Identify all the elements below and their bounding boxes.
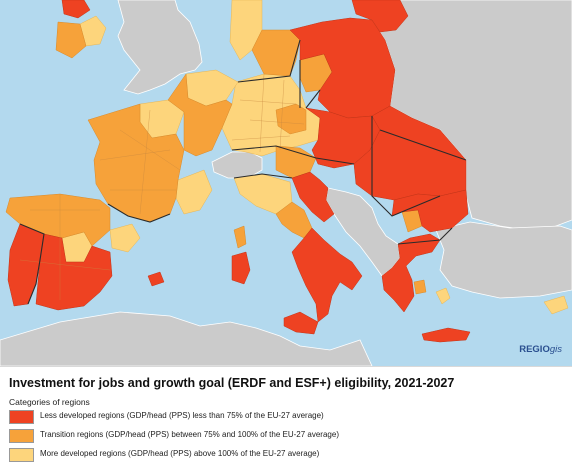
country-border <box>231 145 355 165</box>
region-spain-islands <box>147 271 165 287</box>
legend-swatch-less-developed <box>9 410 34 424</box>
region-spain-north <box>5 193 111 247</box>
region-corsica-sardinia <box>233 225 247 249</box>
legend-swatch-transition <box>9 429 34 443</box>
region-greece <box>381 233 441 313</box>
region-baltics <box>351 0 409 33</box>
regional-boundaries <box>19 73 305 300</box>
region-sicily <box>283 311 319 335</box>
credit-brand: REGIO <box>519 344 550 355</box>
region-central-europe-core <box>221 73 321 157</box>
legend-item-less-developed: Less developed regions (GDP/head (PPS) l… <box>9 410 569 424</box>
legend-label-transition: Transition regions (GDP/head (PPS) betwe… <box>40 430 339 439</box>
europe-regions-map <box>0 0 572 366</box>
region-cyprus <box>543 295 569 315</box>
region-croatia <box>291 171 335 223</box>
regio-gis-credit: REGIOgis <box>519 344 562 355</box>
region-crete <box>421 327 471 343</box>
more-developed-regions <box>61 0 569 315</box>
region-ireland-west <box>55 21 87 59</box>
country-border <box>107 203 171 223</box>
region-southern-italy <box>291 227 363 323</box>
legend-swatch-more-developed <box>9 448 34 462</box>
legend-label-less-developed: Less developed regions (GDP/head (PPS) l… <box>40 411 324 420</box>
country-border <box>19 223 45 305</box>
map-legend: Investment for jobs and growth goal (ERD… <box>0 366 572 465</box>
credit-suffix: gis <box>549 344 562 355</box>
region-france-west <box>87 103 185 223</box>
region-boundary-line <box>19 194 111 300</box>
region-attica <box>413 279 427 295</box>
transition-regions <box>5 21 427 295</box>
less-developed-regions <box>7 0 471 343</box>
region-sardinia <box>231 251 251 285</box>
region-france-north <box>167 73 233 157</box>
region-boundary-line <box>99 109 181 215</box>
region-spain-south <box>35 233 113 311</box>
great-britain <box>117 0 203 95</box>
legend-item-more-developed: More developed regions (GDP/head (PPS) a… <box>9 448 569 462</box>
non-eu-land <box>0 0 572 366</box>
country-border <box>233 173 293 179</box>
legend-title: Investment for jobs and growth goal (ERD… <box>9 376 455 390</box>
region-ireland-border <box>61 0 91 19</box>
turkey <box>435 221 572 299</box>
legend-subtitle: Categories of regions <box>9 397 90 407</box>
switzerland <box>211 151 263 179</box>
legend-label-more-developed: More developed regions (GDP/head (PPS) a… <box>40 449 320 458</box>
national-borders <box>19 39 467 305</box>
country-border <box>237 39 321 109</box>
region-boundary-line <box>231 73 305 153</box>
region-catalonia <box>109 223 141 253</box>
country-border <box>397 227 453 245</box>
north-africa <box>0 311 373 366</box>
country-border <box>371 116 467 217</box>
region-aegean-islands <box>435 287 451 305</box>
legend-item-transition: Transition regions (GDP/head (PPS) betwe… <box>9 429 569 443</box>
